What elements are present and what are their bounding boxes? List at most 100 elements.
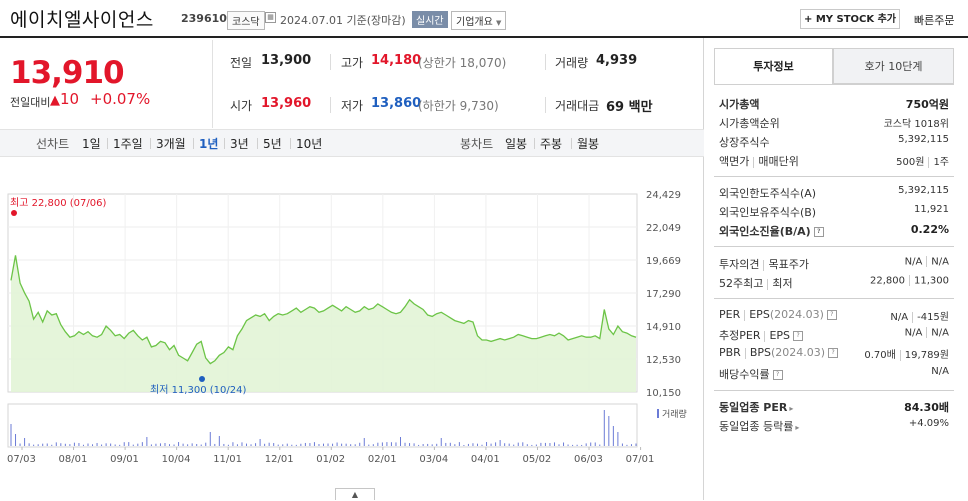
add-my-stock-button[interactable]: + MY STOCK 추가 — [800, 9, 900, 29]
x-tick-label: 11/01 — [213, 454, 242, 465]
period-divider — [150, 138, 151, 149]
x-tick-label: 06/03 — [574, 454, 603, 465]
prev-close-label: 전일 — [230, 56, 253, 70]
up-triangle-icon: ▲ — [50, 93, 60, 108]
period-4[interactable]: 3년 — [230, 137, 249, 151]
period-divider — [193, 138, 194, 149]
foreign-ratio-row: 외국인소진율(B/A)? 0.22% — [719, 223, 949, 242]
calendar-icon: ▦ — [265, 12, 276, 23]
x-tick-label: 04/01 — [471, 454, 500, 465]
volume-label: 거래량 — [555, 56, 589, 70]
high-annotation: 최고 22,800 (07/06) — [10, 197, 106, 209]
per-eps-row: PER EPS(2024.03)? N/A -415원 — [719, 308, 949, 327]
period-6[interactable]: 10년 — [296, 137, 323, 151]
amount-label: 거래대금 — [555, 99, 600, 113]
x-tick-label: 02/01 — [368, 454, 397, 465]
foreign-ratio-label: 외국인소진율(B/A) — [719, 225, 811, 238]
x-tick-label: 03/04 — [419, 454, 448, 465]
face-value-row: 액면가 매매단위 500원 1주 — [719, 153, 949, 172]
company-info-dropdown[interactable]: 기업개요 ▼ — [451, 11, 507, 30]
candle-period-1[interactable]: 주봉 — [540, 137, 563, 151]
company-info-label: 기업개요 — [456, 17, 493, 28]
help-icon[interactable]: ? — [772, 370, 783, 380]
period-5[interactable]: 5년 — [263, 137, 282, 151]
tab-divider — [714, 84, 954, 85]
candle-period-0[interactable]: 일봉 — [505, 137, 528, 151]
low-value: 13,860 — [371, 96, 422, 111]
week52-high-value: 22,800 — [870, 275, 905, 287]
caret-right-icon: ▸ — [789, 404, 794, 413]
realtime-badge[interactable]: 실시간 — [412, 11, 448, 28]
foreign-limit-value: 5,392,115 — [898, 185, 949, 196]
price-area — [11, 255, 636, 392]
market-badge: 코스닥 — [227, 11, 265, 30]
quote-divider — [545, 97, 546, 113]
target-price-value: N/A — [931, 256, 949, 268]
sector-per-value: 84.30배 — [904, 401, 949, 414]
bps-value: 19,789원 — [904, 350, 949, 361]
candle-period-2[interactable]: 월봉 — [577, 137, 600, 151]
price-chart[interactable]: 24,429 22,049 19,669 17,290 14,910 12,530 10,1… — [0, 160, 704, 500]
x-tick-label: 08/01 — [59, 454, 88, 465]
help-icon[interactable]: ? — [826, 310, 837, 320]
eps-period: (2024.03) — [769, 308, 824, 321]
week52-row: 52주최고 최저 22,800 11,300 — [719, 275, 949, 294]
help-icon[interactable]: ? — [828, 348, 839, 358]
y-tick-label: 14,910 — [646, 322, 681, 333]
help-icon[interactable]: ? — [813, 227, 824, 237]
period-divider — [107, 138, 108, 149]
volume-value: 4,939 — [596, 53, 638, 68]
open-value: 13,960 — [261, 96, 312, 111]
chevron-down-icon: ▼ — [496, 19, 502, 27]
amount-value: 69 백만 — [606, 100, 653, 115]
period-divider — [290, 138, 291, 149]
prev-close-value: 13,900 — [261, 53, 312, 68]
line-chart-label: 선차트 — [36, 137, 70, 151]
collapse-chart-button[interactable]: ▲ — [335, 488, 375, 500]
market-cap-label: 시가총액 — [719, 98, 760, 111]
period-divider — [571, 138, 572, 149]
foreign-hold-label: 외국인보유주식수(B) — [719, 206, 817, 219]
per-value: N/A — [890, 312, 909, 323]
x-tick-label: 07/01 — [626, 454, 655, 465]
change-value: ▲10 — [50, 90, 80, 108]
y-tick-label: 22,049 — [646, 223, 681, 234]
current-price: 13,910 — [10, 55, 125, 91]
period-1[interactable]: 1주일 — [113, 137, 143, 151]
change-label: 전일대비 — [10, 96, 51, 109]
help-icon[interactable]: ? — [793, 331, 804, 341]
trade-unit-value: 1주 — [933, 157, 949, 168]
est-per-value: N/A — [904, 327, 923, 339]
opinion-value: N/A — [904, 256, 923, 268]
pbr-label: PBR — [719, 346, 741, 359]
period-0[interactable]: 1일 — [82, 137, 101, 151]
high-value: 14,180 — [371, 53, 422, 68]
eps-value: -415원 — [917, 312, 949, 323]
quote-divider — [545, 54, 546, 70]
pbr-bps-row: PBR BPS(2024.03)? 0.70배 19,789원 — [719, 346, 949, 365]
period-3[interactable]: 1년 — [199, 137, 219, 151]
y-tick-label: 17,290 — [646, 289, 681, 300]
quote-panel — [0, 38, 704, 500]
stock-code: 239610 — [181, 12, 227, 25]
y-tick-label: 24,429 — [646, 190, 681, 201]
quick-order-link[interactable]: 빠른주문 — [914, 14, 955, 27]
add-my-stock-label: MY STOCK 추가 — [815, 14, 897, 25]
tab-invest-info[interactable]: 투자정보 — [714, 48, 833, 84]
foreign-hold-row: 외국인보유주식수(B) 11,921 — [719, 204, 949, 223]
sector-change-value: +4.09% — [908, 418, 949, 429]
eps-label: EPS — [749, 308, 770, 321]
period-2[interactable]: 3개월 — [156, 137, 186, 151]
target-price-label: 목표주가 — [768, 258, 809, 271]
tab-order-book[interactable]: 호가 10단계 — [833, 48, 954, 84]
sector-change-row[interactable]: 동일업종 등락률 ▸ +4.09% — [719, 418, 949, 437]
market-cap-value: 750억원 — [905, 98, 949, 111]
sector-per-row[interactable]: 동일업종 PER ▸ 84.30배 — [719, 399, 949, 418]
chevron-up-icon: ▲ — [351, 490, 359, 499]
foreign-ratio-value: 0.22% — [910, 223, 949, 236]
caret-right-icon: ▸ — [795, 423, 800, 432]
section-divider — [714, 390, 954, 391]
low-annotation: 최저 11,300 (10/24) — [150, 384, 246, 396]
market-cap-rank-value: 코스닥 1018위 — [883, 119, 949, 130]
market-cap-rank-row: 시가총액순위 코스닥 1018위 — [719, 115, 949, 134]
